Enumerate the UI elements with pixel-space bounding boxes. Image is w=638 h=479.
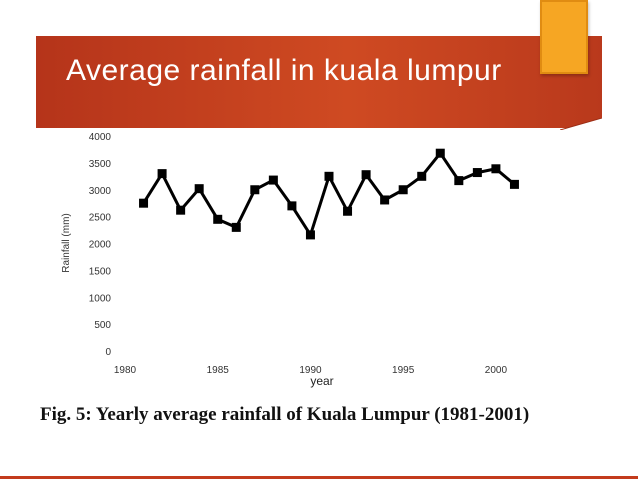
figure-caption: Fig. 5: Yearly average rainfall of Kuala… — [40, 404, 530, 425]
data-point-marker — [417, 171, 427, 181]
title-banner — [36, 36, 602, 128]
data-point-marker — [139, 198, 149, 208]
x-tick-label: 2000 — [485, 365, 508, 376]
data-point-marker — [268, 175, 278, 185]
slide-title: Average rainfall in kuala lumpur — [66, 54, 502, 87]
data-point-marker — [157, 169, 167, 179]
y-tick-label: 1000 — [89, 293, 112, 304]
x-tick-label: 1985 — [207, 365, 230, 376]
data-point-marker — [213, 214, 223, 224]
data-point-marker — [472, 168, 482, 178]
data-point-marker — [250, 185, 260, 195]
data-point-marker — [361, 170, 371, 180]
x-tick-label: 1980 — [114, 365, 137, 376]
x-tick-label: 1990 — [299, 365, 322, 376]
y-tick-label: 3500 — [89, 159, 112, 170]
x-axis-ticks: 1980 1985 1990 1995 2000 — [114, 365, 508, 376]
data-point-marker — [287, 201, 297, 211]
data-point-marker — [176, 205, 186, 215]
data-point-marker — [324, 171, 334, 181]
y-tick-label: 2000 — [89, 240, 112, 251]
series-markers — [139, 148, 519, 240]
y-tick-label: 2500 — [89, 213, 112, 224]
y-tick-label: 500 — [94, 320, 111, 331]
y-axis-ticks: 0 500 1000 1500 2000 2500 3000 3500 4000 — [89, 132, 112, 358]
data-point-marker — [509, 179, 519, 189]
x-tick-label: 1995 — [392, 365, 415, 376]
y-tick-label: 3000 — [89, 186, 112, 197]
series-line-rainfall — [142, 150, 516, 239]
data-point-marker — [380, 195, 390, 205]
data-point-marker — [398, 185, 408, 195]
data-point-marker — [194, 184, 204, 194]
corner-fold — [560, 118, 602, 130]
accent-tab — [540, 0, 588, 74]
data-point-marker — [435, 148, 445, 158]
data-point-marker — [231, 222, 241, 232]
y-tick-label: 0 — [105, 347, 111, 358]
y-tick-label: 1500 — [89, 266, 112, 277]
x-axis-label: year — [310, 374, 333, 388]
data-point-marker — [305, 230, 315, 240]
data-point-marker — [491, 164, 501, 174]
bottom-rule — [0, 476, 638, 479]
data-point-marker — [454, 176, 464, 186]
data-point-marker — [343, 206, 353, 216]
y-tick-label: 4000 — [89, 132, 112, 143]
y-axis-label: Rainfall (mm) — [61, 213, 72, 272]
